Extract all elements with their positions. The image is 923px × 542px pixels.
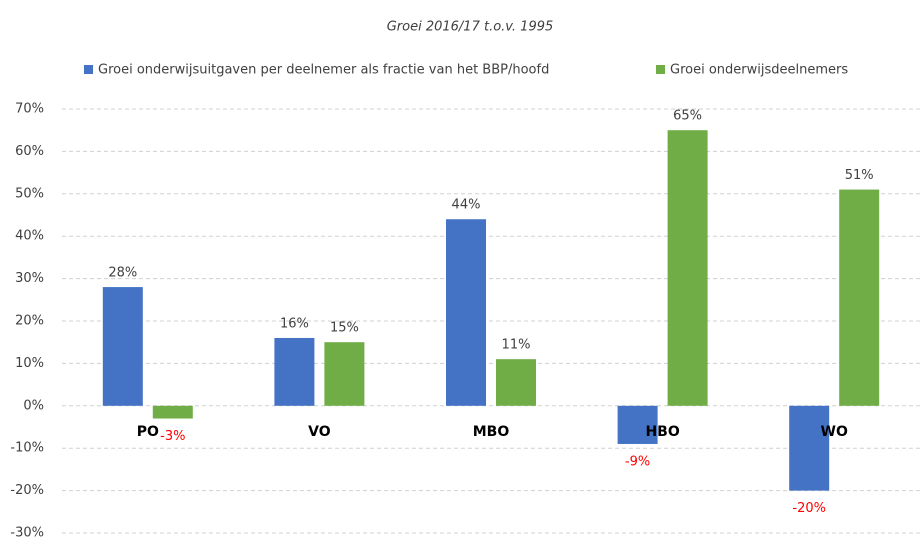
y-tick-label: 10% [15, 356, 44, 371]
value-label: 51% [845, 168, 874, 183]
bar [274, 337, 315, 406]
value-label: -20% [792, 501, 826, 516]
y-tick-label: 20% [15, 314, 44, 329]
y-tick-label: 50% [15, 186, 44, 201]
value-label: 65% [673, 109, 702, 124]
bar [102, 287, 143, 406]
legend-label: Groei onderwijsuitgaven per deelnemer al… [98, 63, 549, 78]
bar [839, 189, 880, 406]
bar [324, 342, 365, 406]
y-tick-label: -30% [10, 526, 44, 539]
value-label: -9% [625, 454, 650, 469]
bar [446, 219, 486, 406]
x-tick-label: HBO [645, 424, 679, 440]
value-label: 16% [280, 316, 309, 331]
x-tick-label: PO [137, 424, 159, 440]
x-tick-label: WO [821, 424, 848, 440]
y-tick-label: 30% [15, 271, 44, 286]
y-tick-label: 0% [23, 398, 44, 413]
legend-swatch [656, 65, 665, 74]
value-label: 11% [502, 338, 531, 353]
bar [496, 359, 536, 406]
value-label: 28% [108, 266, 137, 281]
y-tick-label: -20% [10, 483, 44, 498]
chart-subtitle: Groei 2016/17 t.o.v. 1995 [387, 20, 554, 35]
y-tick-label: 60% [15, 144, 44, 159]
y-tick-label: -10% [10, 441, 44, 456]
x-tick-label: VO [308, 424, 331, 440]
value-label: -3% [160, 429, 185, 444]
bar [789, 405, 830, 491]
y-tick-label: 40% [15, 229, 44, 244]
y-tick-label: 70% [15, 102, 44, 117]
value-label: 44% [452, 198, 481, 213]
bar [667, 130, 708, 406]
bar [152, 405, 193, 419]
legend-swatch [84, 65, 93, 74]
legend-label: Groei onderwijsdeelnemers [670, 63, 848, 78]
x-tick-label: MBO [473, 424, 510, 440]
bar [617, 405, 658, 444]
value-label: 15% [330, 321, 359, 336]
